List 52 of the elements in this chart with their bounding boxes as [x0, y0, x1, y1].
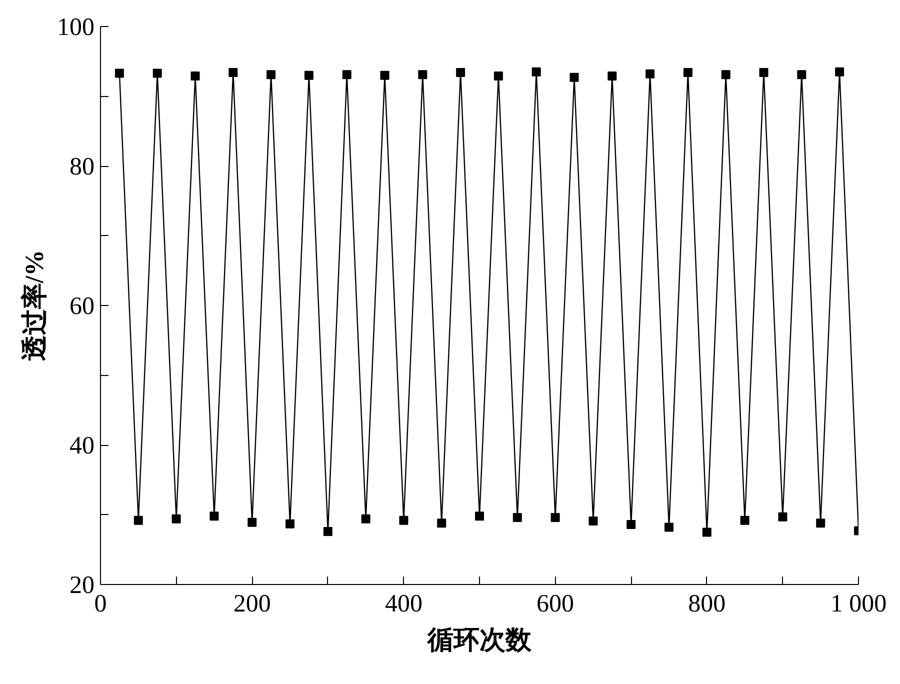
point [437, 518, 446, 528]
point [532, 67, 541, 76]
point [702, 528, 712, 537]
x-tick-label: 1 000 [830, 590, 887, 618]
point [608, 72, 617, 81]
point [797, 70, 806, 80]
point [418, 70, 428, 80]
point [380, 70, 390, 80]
point [759, 68, 768, 78]
point [816, 518, 826, 528]
point [286, 519, 294, 528]
point [304, 70, 314, 80]
point [342, 70, 352, 80]
x-axis-title: 循环次数 [426, 626, 532, 654]
point [721, 70, 730, 80]
y-tick-label: 80 [70, 154, 94, 180]
point [323, 526, 332, 536]
point [266, 70, 276, 80]
point [210, 512, 219, 521]
point [228, 68, 238, 78]
point [740, 516, 750, 525]
point [456, 68, 466, 78]
point [494, 72, 503, 81]
point [626, 520, 636, 530]
y-tick-label: 100 [57, 14, 94, 41]
point [683, 68, 692, 78]
point [172, 514, 181, 524]
point [646, 69, 655, 78]
point [152, 68, 162, 78]
point [550, 513, 560, 522]
x-tick-label: 200 [233, 590, 271, 618]
point [114, 68, 124, 78]
point [361, 514, 370, 524]
point [248, 518, 257, 527]
point [512, 513, 522, 522]
point [570, 72, 579, 82]
point [835, 67, 844, 76]
y-tick-label: 20 [70, 572, 94, 599]
point [475, 512, 484, 521]
x-tick-label: 600 [536, 590, 574, 618]
point [664, 522, 674, 532]
x-tick-label: 800 [688, 590, 726, 618]
x-tick-label: 400 [384, 590, 422, 618]
y-axis-title: 透过率/% [20, 250, 49, 362]
point [134, 516, 143, 525]
y-tick-label: 60 [70, 293, 94, 320]
x-tick-label: 0 [94, 590, 107, 618]
point [190, 72, 200, 81]
y-tick-label: 40 [70, 432, 94, 460]
point [588, 516, 598, 526]
point [778, 512, 788, 522]
point [399, 516, 408, 525]
